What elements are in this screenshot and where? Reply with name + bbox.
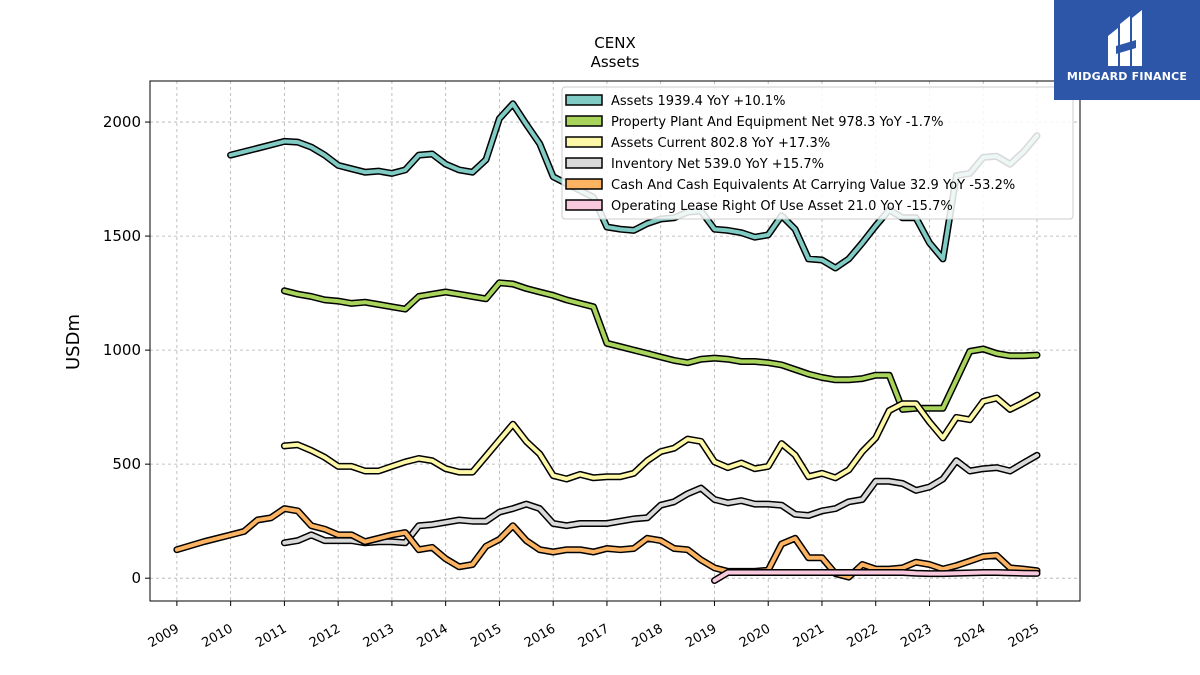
legend-item: Inventory Net 539.0 YoY +15.7% (565, 157, 824, 172)
x-tick-label: 2013 (361, 621, 397, 651)
legend-swatch (565, 199, 603, 211)
legend-frame (561, 86, 1074, 220)
legend-item: Assets 1939.4 YoY +10.1% (565, 94, 786, 109)
y-tick-label: 2000 (103, 113, 141, 131)
legend-label: Cash And Cash Equivalents At Carrying Va… (611, 178, 1015, 193)
series-3 (280, 451, 1041, 547)
legend-label: Assets Current 802.8 YoY +17.3% (611, 136, 830, 151)
legend-swatch (565, 136, 603, 148)
x-tick-label: 2022 (845, 621, 881, 651)
legend-item: Operating Lease Right Of Use Asset 21.0 … (565, 199, 953, 214)
x-tick-label: 2020 (737, 621, 773, 651)
series-4 (173, 505, 1041, 581)
legend-swatch (565, 94, 603, 106)
series-2 (280, 391, 1041, 483)
x-tick-label: 2009 (146, 621, 182, 651)
y-tick-label: 1000 (103, 341, 141, 359)
series-5 (711, 569, 1041, 584)
x-tick-label: 2024 (952, 621, 988, 651)
x-tick-label: 2017 (576, 621, 612, 651)
series-line (712, 570, 1039, 583)
y-tick-label: 0 (131, 569, 141, 587)
chart-subtitle: Assets (591, 53, 640, 71)
x-tick-label: 2010 (199, 621, 235, 651)
legend-swatch (565, 178, 603, 190)
series-layer (173, 100, 1041, 584)
chart-title: CENX (594, 34, 635, 52)
x-tick-label: 2021 (791, 621, 827, 651)
legend-label: Assets 1939.4 YoY +10.1% (611, 94, 786, 109)
x-tick-label: 2015 (468, 621, 504, 651)
legend-item: Property Plant And Equipment Net 978.3 Y… (565, 115, 944, 130)
logo-text: MIDGARD FINANCE (1066, 70, 1188, 83)
midgard-logo-icon (1108, 10, 1142, 66)
series-outline (280, 451, 1041, 547)
x-tick-label: 2016 (522, 621, 558, 651)
brand-logo: MIDGARD FINANCE (1054, 0, 1200, 100)
series-line (282, 453, 1039, 545)
series-line (282, 280, 1039, 412)
x-tick-label: 2023 (898, 621, 934, 651)
x-tick-label: 2018 (630, 621, 666, 651)
x-tick-label: 2012 (307, 621, 343, 651)
legend-label: Inventory Net 539.0 YoY +15.7% (611, 157, 824, 172)
plot-frame (149, 80, 1081, 602)
x-tick-label: 2014 (415, 621, 451, 651)
series-line (174, 506, 1039, 580)
x-tick-label: 2019 (683, 621, 719, 651)
x-tick-label: 2011 (253, 621, 289, 651)
y-axis-label: USDm (63, 314, 84, 370)
legend-swatch (565, 115, 603, 127)
y-tick-label: 500 (112, 455, 141, 473)
series-line (282, 393, 1039, 481)
y-tick-label: 1500 (103, 227, 141, 245)
legend: Assets 1939.4 YoY +10.1% Property Plant A… (561, 86, 1074, 220)
legend-label: Property Plant And Equipment Net 978.3 Y… (611, 115, 944, 130)
legend-label: Operating Lease Right Of Use Asset 21.0 … (611, 199, 953, 214)
legend-item: Assets Current 802.8 YoY +17.3% (565, 136, 830, 151)
legend-swatch (565, 157, 603, 169)
legend-item: Cash And Cash Equivalents At Carrying Va… (565, 178, 1015, 193)
x-tick-label: 2025 (1006, 621, 1042, 651)
series-1 (280, 279, 1041, 413)
